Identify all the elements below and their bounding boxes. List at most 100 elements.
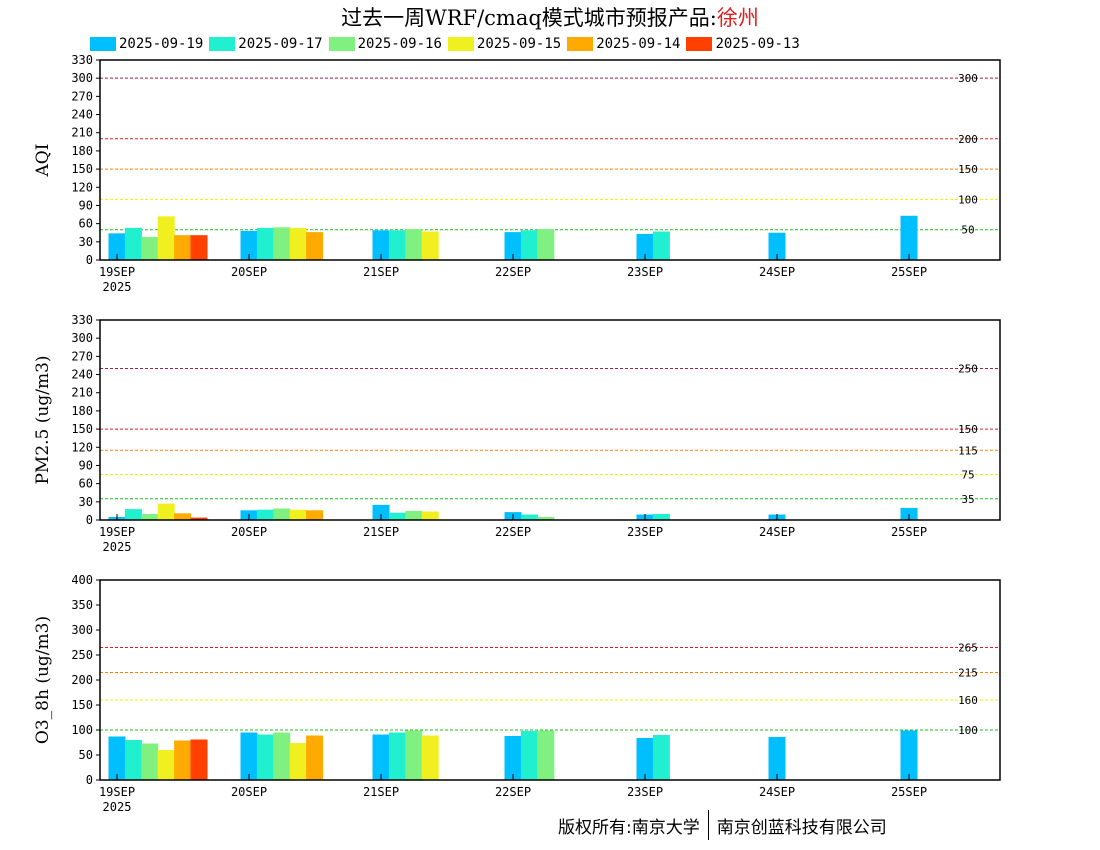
bar — [174, 235, 192, 260]
bar — [636, 233, 654, 260]
copyright-footer: 版权所有:南京大学 南京创蓝科技有限公司 — [558, 810, 887, 840]
bar — [240, 732, 258, 780]
y-tick-label: 30 — [79, 235, 93, 249]
reference-label: 100 — [958, 724, 978, 737]
bar — [306, 735, 324, 780]
chart-panel: 300 200 150 100 50 0 30 60 90 120 150 180 210 240 270 3… — [33, 53, 1001, 294]
reference-label: 160 — [958, 694, 978, 707]
legend-label: 2025-09-13 — [715, 36, 800, 52]
y-tick-label: 0 — [86, 253, 93, 267]
y-tick-label: 50 — [79, 748, 93, 762]
bar — [388, 732, 406, 780]
y-tick-label: 120 — [71, 180, 93, 194]
bar — [289, 743, 307, 780]
y-tick-label: 270 — [71, 349, 93, 363]
bar — [108, 233, 126, 260]
y-tick-label: 90 — [79, 458, 93, 472]
x-tick-label: 23SEP — [627, 265, 663, 279]
x-tick-label: 19SEP — [99, 525, 135, 539]
bar — [190, 235, 208, 260]
legend-label: 2025-09-15 — [476, 36, 562, 52]
y-tick-label: 200 — [71, 673, 93, 687]
y-tick-label: 210 — [71, 386, 93, 400]
x-tick-label: 23SEP — [627, 525, 663, 539]
reference-label: 250 — [958, 362, 978, 375]
y-tick-label: 0 — [86, 513, 93, 527]
bar — [256, 227, 274, 260]
y-tick-label: 300 — [71, 623, 93, 637]
bar — [157, 216, 175, 260]
x-year-label: 2025 — [103, 280, 132, 294]
bar — [157, 750, 175, 780]
reference-label: 100 — [958, 193, 978, 206]
reference-label: 50 — [961, 224, 974, 237]
reference-label: 150 — [958, 423, 978, 436]
bar — [900, 507, 918, 520]
bar — [405, 730, 423, 780]
bar — [421, 735, 439, 780]
chart-panel: 265 215 160 100 0 50 100 150 200 250 300 350 400 19SE… — [33, 573, 1001, 814]
title-prefix: 过去一周WRF/cmaq模式城市预报产品: — [341, 6, 717, 30]
bar — [652, 231, 670, 260]
x-tick-label: 25SEP — [891, 525, 927, 539]
y-tick-label: 330 — [71, 313, 93, 327]
legend-item: 2025-09-15 — [447, 36, 565, 52]
legend-swatch — [686, 37, 713, 51]
bar — [256, 734, 274, 780]
y-tick-label: 150 — [71, 162, 93, 176]
x-tick-label: 21SEP — [363, 265, 399, 279]
bar — [421, 231, 439, 260]
bar — [256, 509, 274, 520]
x-tick-label: 22SEP — [495, 785, 531, 799]
reference-label: 300 — [958, 72, 978, 85]
x-tick-label: 20SEP — [231, 785, 267, 799]
bar — [652, 735, 670, 780]
x-tick-label: 24SEP — [759, 525, 795, 539]
bar — [900, 215, 918, 260]
bar — [537, 730, 555, 780]
bar — [768, 737, 786, 780]
y-tick-label: 150 — [71, 698, 93, 712]
bar — [141, 743, 159, 780]
y-tick-label: 30 — [79, 495, 93, 509]
title-city: 徐州 — [716, 6, 759, 30]
plot-frame — [99, 59, 1001, 261]
bar — [273, 227, 291, 260]
y-tick-label: 400 — [71, 573, 93, 587]
bar — [174, 740, 192, 780]
y-tick-label: 180 — [71, 144, 93, 158]
x-tick-label: 21SEP — [363, 785, 399, 799]
legend-swatch — [328, 37, 355, 51]
y-tick-label: 300 — [71, 331, 93, 345]
bar — [108, 736, 126, 780]
x-tick-label: 19SEP — [99, 265, 135, 279]
bar — [273, 508, 291, 520]
bar — [124, 740, 142, 780]
bar — [124, 509, 142, 520]
bar — [372, 734, 390, 780]
x-tick-label: 21SEP — [363, 525, 399, 539]
reference-label: 215 — [958, 667, 978, 680]
bar — [388, 230, 406, 260]
bar — [421, 511, 439, 520]
bar — [190, 739, 208, 780]
legend-swatch — [209, 37, 236, 51]
bar — [636, 738, 654, 780]
y-tick-label: 350 — [71, 598, 93, 612]
y-tick-label: 0 — [86, 773, 93, 787]
reference-label: 115 — [958, 444, 978, 457]
bar — [537, 229, 555, 260]
y-tick-label: 180 — [71, 404, 93, 418]
plot-frame — [99, 319, 1001, 521]
chart-panel: 250 150 115 75 35 0 30 60 90 120 150 180 210 240 270 30… — [33, 313, 1001, 554]
legend-item: 2025-09-16 — [328, 36, 446, 52]
bar — [388, 512, 406, 520]
reference-label: 265 — [958, 642, 978, 655]
legend-swatch — [90, 37, 116, 51]
legend-item: 2025-09-19 — [90, 36, 207, 52]
chart-title: 过去一周WRF/cmaq模式城市预报产品:徐州 — [0, 2, 1100, 32]
bar — [504, 232, 522, 260]
bar — [504, 736, 522, 780]
bar — [124, 227, 142, 260]
